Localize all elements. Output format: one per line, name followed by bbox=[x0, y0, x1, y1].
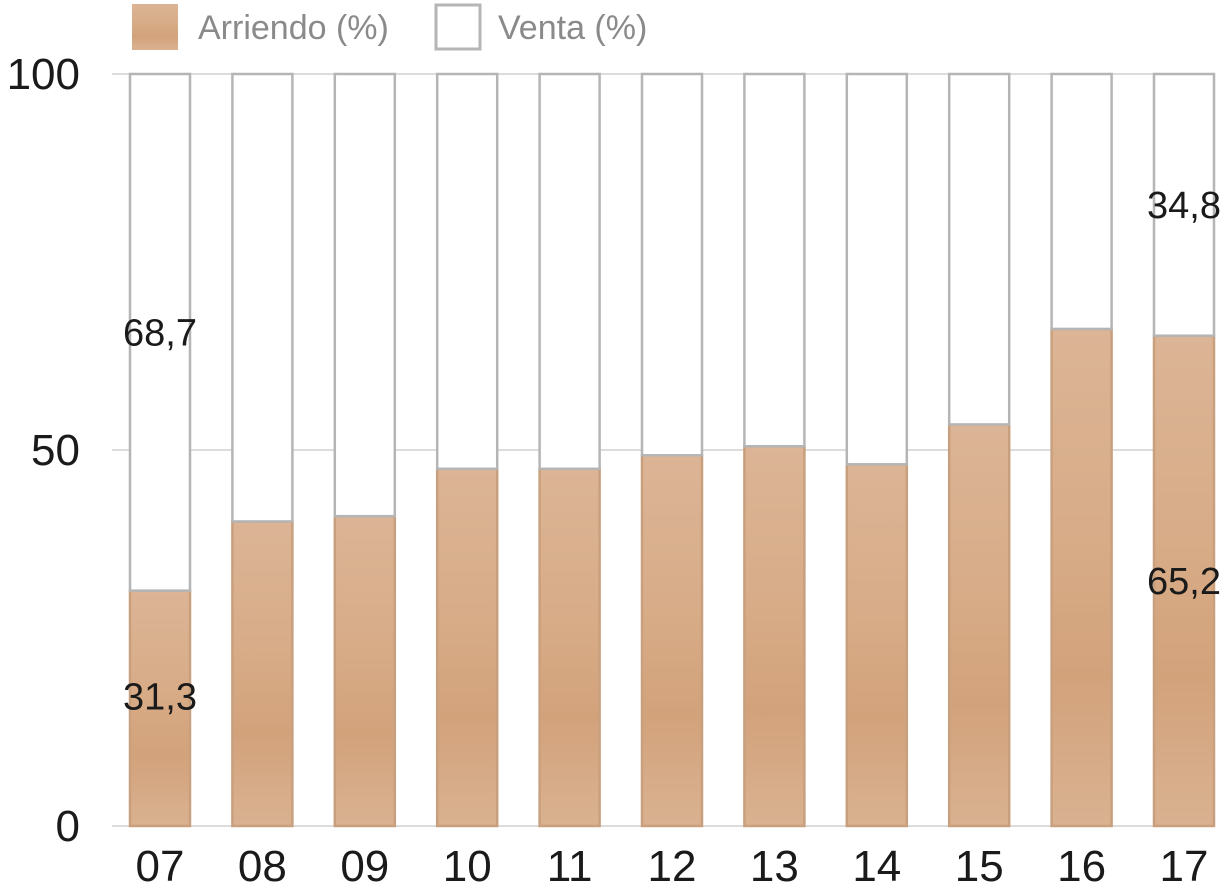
bar-arriendo-12 bbox=[640, 454, 704, 828]
y-tick-label: 50 bbox=[31, 426, 80, 475]
bar-arriendo-07 bbox=[128, 589, 192, 828]
x-tick-label: 07 bbox=[136, 842, 185, 886]
x-tick-label: 08 bbox=[238, 842, 287, 886]
legend: Arriendo (%) Venta (%) bbox=[132, 3, 647, 51]
bar-venta-16 bbox=[1050, 72, 1113, 331]
x-tick-label: 16 bbox=[1057, 842, 1106, 886]
bar-arriendo-08 bbox=[231, 520, 294, 828]
data-labels: 31,3 68,7 65,2 34,8 bbox=[123, 185, 1220, 719]
x-tick-label: 13 bbox=[750, 842, 799, 886]
data-label: 31,3 bbox=[123, 677, 197, 719]
x-tick-label: 09 bbox=[340, 842, 389, 886]
bar-venta-15 bbox=[947, 72, 1011, 426]
y-tick-label: 0 bbox=[56, 802, 80, 851]
bar-arriendo-16 bbox=[1050, 327, 1113, 828]
bar-arriendo-09 bbox=[333, 514, 397, 828]
x-tick-label: 11 bbox=[547, 842, 593, 886]
bar-arriendo-13 bbox=[743, 444, 806, 828]
x-axis-ticks: 07 08 09 10 11 12 13 14 15 16 17 bbox=[136, 842, 1209, 886]
bar-arriendo-15 bbox=[947, 423, 1011, 828]
bar-venta-10 bbox=[435, 72, 499, 471]
bar-arriendo-14 bbox=[845, 463, 909, 828]
bars bbox=[128, 72, 1216, 828]
bar-venta-13 bbox=[743, 72, 806, 448]
bar-venta-09 bbox=[333, 72, 397, 518]
x-tick-label: 15 bbox=[955, 842, 1004, 886]
legend-label-arriendo: Arriendo (%) bbox=[198, 9, 389, 47]
bar-venta-08 bbox=[231, 72, 294, 523]
y-axis-ticks: 0 50 100 bbox=[7, 50, 80, 851]
data-label: 68,7 bbox=[123, 312, 197, 354]
bar-venta-12 bbox=[640, 72, 704, 457]
data-label: 65,2 bbox=[1147, 561, 1220, 603]
bar-venta-17 bbox=[1152, 72, 1216, 337]
bar-venta-14 bbox=[845, 72, 909, 466]
bar-venta-11 bbox=[538, 72, 601, 471]
legend-label-venta: Venta (%) bbox=[498, 9, 647, 47]
legend-swatch-venta bbox=[434, 3, 482, 51]
bar-arriendo-10 bbox=[435, 467, 499, 828]
x-tick-label: 17 bbox=[1160, 842, 1209, 886]
x-tick-label: 10 bbox=[443, 842, 492, 886]
x-tick-label: 14 bbox=[852, 842, 901, 886]
bar-arriendo-17 bbox=[1152, 334, 1216, 828]
data-label: 34,8 bbox=[1147, 185, 1220, 227]
x-tick-label: 12 bbox=[648, 842, 697, 886]
bar-arriendo-11 bbox=[538, 467, 601, 828]
bar-venta-07 bbox=[128, 72, 192, 592]
y-tick-label: 100 bbox=[7, 50, 80, 99]
legend-swatch-arriendo bbox=[132, 4, 178, 50]
